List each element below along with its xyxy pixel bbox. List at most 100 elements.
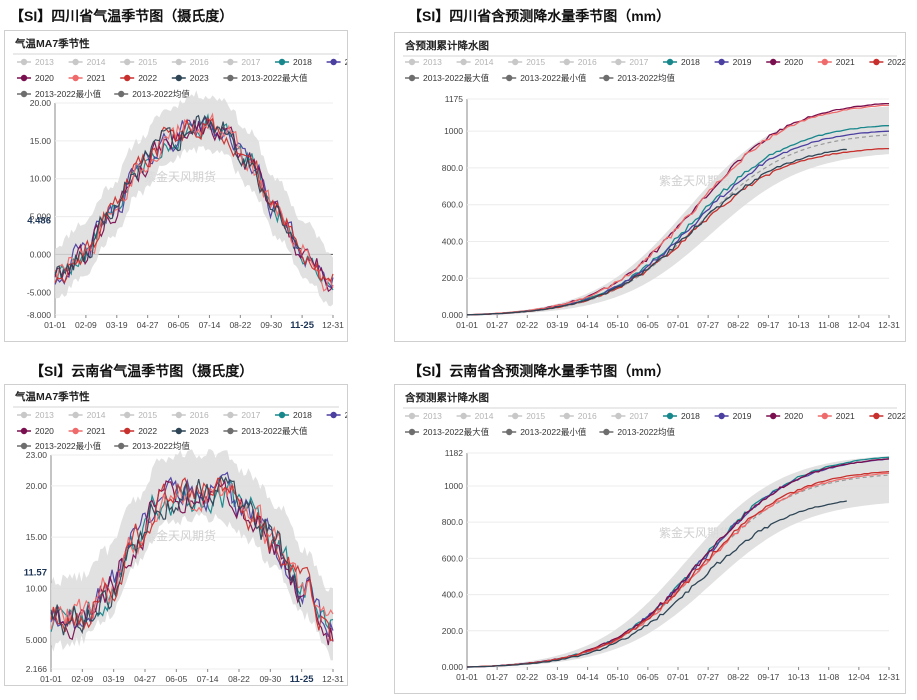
legend-swatch-dot bbox=[20, 90, 28, 98]
legend-label: 2013 bbox=[35, 410, 54, 420]
x-tick-label: 06-05 bbox=[637, 672, 659, 682]
y-tick-label: 600.0 bbox=[442, 200, 464, 210]
legend-label: 2016 bbox=[578, 57, 597, 67]
x-tick-label: 01-01 bbox=[44, 320, 66, 330]
x-tick-label: 08-22 bbox=[727, 672, 749, 682]
legend-label: 2023 bbox=[190, 73, 209, 83]
legend-label: 2019 bbox=[345, 57, 347, 67]
legend-label: 2021 bbox=[87, 426, 106, 436]
legend-swatch-dot bbox=[603, 74, 610, 82]
legend-swatch-dot bbox=[124, 58, 131, 66]
legend-swatch-dot bbox=[718, 58, 725, 66]
legend-item-2017: 2017 bbox=[611, 411, 649, 421]
series-line-2023 bbox=[54, 114, 302, 279]
legend-swatch-dot bbox=[20, 411, 28, 419]
legend-swatch-dot bbox=[615, 412, 622, 420]
y-tick-label: 0.000 bbox=[30, 249, 52, 259]
legend-label: 2013-2022最大值 bbox=[241, 73, 308, 83]
legend-item-2013-2022均值: 2013-2022均值 bbox=[114, 441, 190, 451]
legend-label: 2017 bbox=[241, 57, 260, 67]
x-tick-label: 04-27 bbox=[137, 320, 159, 330]
x-tick-label: 12-04 bbox=[848, 672, 870, 682]
y-tick-label: 2.166 bbox=[26, 664, 48, 674]
legend-item-2015: 2015 bbox=[508, 411, 545, 421]
legend-item-2015: 2015 bbox=[508, 57, 545, 67]
series-line-2023 bbox=[50, 475, 302, 636]
legend-label: 2015 bbox=[138, 410, 157, 420]
legend-item-2023: 2023 bbox=[171, 73, 209, 83]
y-tick-label: 400.0 bbox=[442, 590, 464, 600]
legend-label: 2013 bbox=[35, 57, 54, 67]
legend-label: 2023 bbox=[190, 426, 209, 436]
legend-item-2016: 2016 bbox=[559, 57, 597, 67]
legend-label: 2013-2022均值 bbox=[617, 73, 675, 83]
legend-item-2013: 2013 bbox=[405, 411, 442, 421]
y-tick-label: 800.0 bbox=[442, 517, 464, 527]
x-tick-label: 07-14 bbox=[199, 320, 221, 330]
legend-item-2019: 2019 bbox=[714, 411, 752, 421]
x-tick-label: 03-19 bbox=[106, 320, 128, 330]
legend-label: 2018 bbox=[293, 410, 312, 420]
x-tick-label: 03-19 bbox=[547, 672, 569, 682]
x-tick-label: 07-14 bbox=[197, 674, 219, 684]
legend-swatch-dot bbox=[873, 58, 880, 66]
legend-swatch-dot bbox=[563, 412, 570, 420]
legend-item-2019: 2019 bbox=[326, 57, 347, 67]
legend-label: 2013-2022最大值 bbox=[241, 426, 308, 436]
legend-swatch-dot bbox=[72, 411, 79, 419]
chart-sichuan-temp: 气温MA7季节性 2013 2014 2015 2016 2017 2018 2019 2020… bbox=[13, 37, 347, 331]
chart-inner-title: 含预测累计降水图 bbox=[405, 39, 489, 52]
x-tick-label: 06-05 bbox=[637, 320, 659, 330]
legend-label: 2013-2022最小值 bbox=[35, 441, 102, 451]
x-tick-label: 10-13 bbox=[788, 672, 810, 682]
y-tick-label: 800.0 bbox=[442, 163, 464, 173]
legend-item-2022: 2022 bbox=[869, 411, 905, 421]
x-tick-label: 09-30 bbox=[259, 674, 281, 684]
x-tick-label: 02-09 bbox=[71, 674, 93, 684]
legend-swatch-dot bbox=[873, 412, 880, 420]
legend-item-2020: 2020 bbox=[17, 73, 54, 83]
legend-item-2017: 2017 bbox=[611, 57, 649, 67]
legend-item-2013-2022最小值: 2013-2022最小值 bbox=[502, 427, 587, 437]
legend-item-2014: 2014 bbox=[456, 57, 494, 67]
legend-label: 2013-2022均值 bbox=[617, 427, 675, 437]
legend-item-2013: 2013 bbox=[17, 57, 54, 67]
legend-swatch-dot bbox=[20, 427, 28, 435]
x-tick-label: 07-01 bbox=[667, 320, 689, 330]
legend-swatch-dot bbox=[718, 412, 725, 420]
legend-item-2013-2022最大值: 2013-2022最大值 bbox=[405, 427, 490, 437]
x-tick-label: 05-10 bbox=[607, 672, 629, 682]
legend-item-2016: 2016 bbox=[171, 57, 209, 67]
y-highlight-label: 4.486 bbox=[27, 215, 51, 226]
legend-swatch-dot bbox=[666, 58, 674, 66]
legend-label: 2021 bbox=[87, 73, 106, 83]
y-tick-label: 10.00 bbox=[26, 584, 48, 594]
chart-inner-title: 气温MA7季节性 bbox=[14, 37, 90, 50]
series-line-2022 bbox=[466, 470, 890, 668]
legend-item-2013-2022最大值: 2013-2022最大值 bbox=[223, 73, 308, 83]
legend-swatch-dot bbox=[72, 58, 79, 66]
series-line-2023 bbox=[466, 500, 847, 668]
legend-label: 2022 bbox=[138, 73, 157, 83]
x-tick-label: 11-08 bbox=[818, 672, 839, 682]
section-title-sichuan-precip: 【SI】四川省含预测降水量季节图（mm） bbox=[408, 8, 671, 24]
legend-swatch-dot bbox=[20, 442, 28, 450]
x-tick-label: 03-19 bbox=[547, 320, 569, 330]
legend-label: 2018 bbox=[681, 411, 700, 421]
legend-label: 2020 bbox=[784, 411, 803, 421]
legend-item-2022: 2022 bbox=[120, 73, 157, 83]
legend-item-2018: 2018 bbox=[275, 410, 312, 420]
legend-item-2016: 2016 bbox=[559, 411, 597, 421]
y-tick-label: 10.00 bbox=[30, 174, 52, 184]
legend-label: 2015 bbox=[526, 411, 545, 421]
legend-label: 2021 bbox=[836, 57, 855, 67]
legend-item-2016: 2016 bbox=[171, 410, 209, 420]
legend-item-2013-2022均值: 2013-2022均值 bbox=[114, 89, 190, 99]
x-tick-label: 12-31 bbox=[322, 320, 344, 330]
legend-label: 2016 bbox=[190, 57, 209, 67]
legend-swatch-dot bbox=[821, 58, 828, 66]
x-tick-label: 04-14 bbox=[577, 320, 599, 330]
legend-label: 2016 bbox=[190, 410, 209, 420]
legend-item-2020: 2020 bbox=[766, 57, 803, 67]
x-tick-label: 08-22 bbox=[727, 320, 749, 330]
